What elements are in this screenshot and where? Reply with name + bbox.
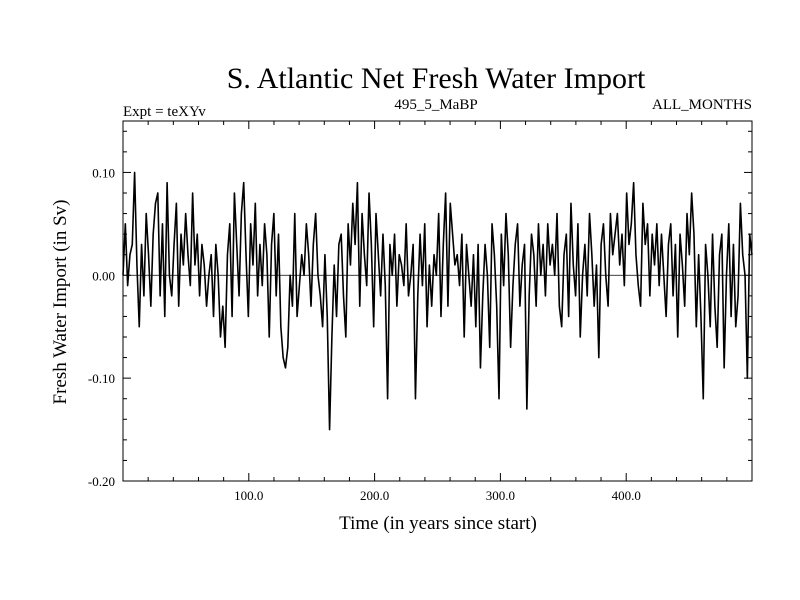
y-tick-label: 0.10: [92, 165, 115, 180]
x-tick-label: 300.0: [486, 488, 515, 503]
chart-subtitle-experiment: Expt = teXYv: [123, 104, 206, 120]
x-axis-label: Time (in years since start): [339, 513, 537, 534]
chart-subtitle-months: ALL_MONTHS: [652, 97, 752, 113]
axis-ticks: 100.0 200.0 300.0 400.0 0.10 0.00 -0.10 -0.20: [88, 121, 752, 503]
x-tick-label: 400.0: [612, 488, 641, 503]
chart-title: S. Atlantic Net Fresh Water Import: [227, 62, 646, 95]
plot-frame: [122, 120, 753, 482]
y-tick-label: -0.20: [88, 474, 115, 489]
y-tick-label: 0.00: [92, 268, 115, 283]
series-line: [122, 171, 753, 431]
y-axis-label: Fresh Water Import (in Sv): [50, 200, 71, 405]
x-tick-label: 100.0: [234, 488, 263, 503]
x-tick-label: 200.0: [360, 488, 389, 503]
y-tick-label: -0.10: [88, 371, 115, 386]
chart-subtitle-period: 495_5_MaBP: [394, 97, 477, 113]
plot-area: [122, 120, 753, 482]
